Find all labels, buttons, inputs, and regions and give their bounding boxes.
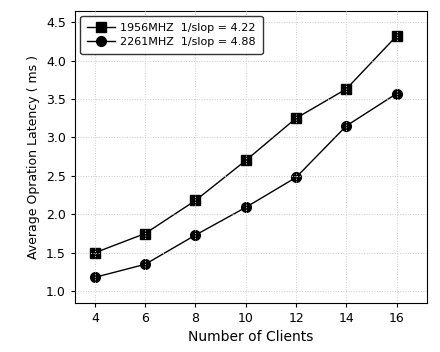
2261MHZ  1/slop = 4.88 — [394, 92, 399, 96]
1956MHZ  1/slop = 4.22 — [243, 158, 249, 163]
1956MHZ  1/slop = 4.22 — [344, 87, 349, 91]
2261MHZ  1/slop = 4.88 — [193, 233, 198, 237]
X-axis label: Number of Clients: Number of Clients — [188, 330, 313, 344]
Line: 2261MHZ  1/slop = 4.88: 2261MHZ 1/slop = 4.88 — [90, 89, 401, 282]
1956MHZ  1/slop = 4.22 — [193, 199, 198, 203]
2261MHZ  1/slop = 4.88 — [92, 275, 98, 279]
1956MHZ  1/slop = 4.22 — [92, 251, 98, 255]
Legend: 1956MHZ  1/slop = 4.22, 2261MHZ  1/slop = 4.88: 1956MHZ 1/slop = 4.22, 2261MHZ 1/slop = … — [81, 16, 263, 54]
Y-axis label: Average Opration Latency ( ms ): Average Opration Latency ( ms ) — [27, 55, 40, 259]
Line: 1956MHZ  1/slop = 4.22: 1956MHZ 1/slop = 4.22 — [90, 31, 401, 258]
1956MHZ  1/slop = 4.22 — [143, 231, 148, 235]
2261MHZ  1/slop = 4.88 — [143, 262, 148, 266]
2261MHZ  1/slop = 4.88 — [344, 124, 349, 128]
1956MHZ  1/slop = 4.22 — [394, 34, 399, 38]
1956MHZ  1/slop = 4.22 — [293, 116, 299, 120]
2261MHZ  1/slop = 4.88 — [243, 205, 249, 209]
2261MHZ  1/slop = 4.88 — [293, 175, 299, 180]
